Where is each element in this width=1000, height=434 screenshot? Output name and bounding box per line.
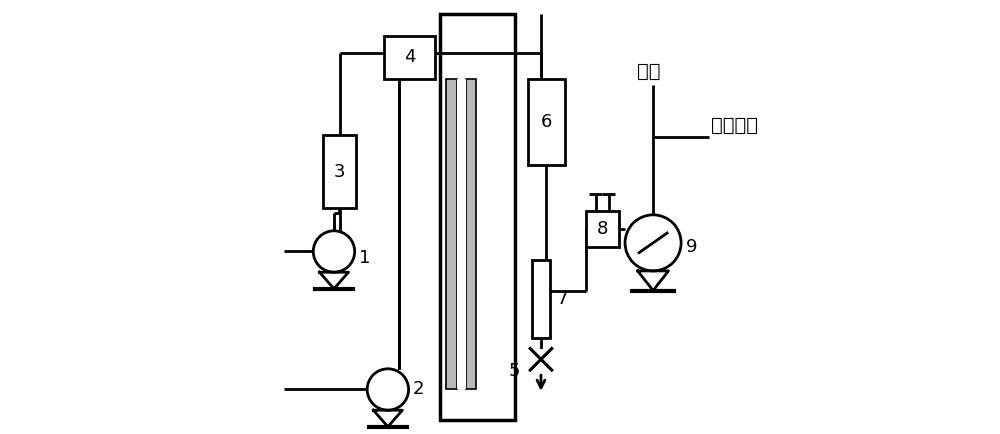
Bar	[532, 260, 550, 338]
Bar	[466, 79, 476, 389]
Text: 4: 4	[404, 49, 415, 66]
Text: 6: 6	[541, 113, 552, 131]
Text: 8: 8	[597, 220, 608, 238]
Text: 1: 1	[359, 249, 370, 267]
Bar	[440, 14, 515, 420]
Text: 3: 3	[334, 163, 345, 181]
Bar	[586, 210, 619, 247]
Bar	[446, 79, 457, 389]
Bar	[384, 36, 435, 79]
Bar	[530, 349, 552, 370]
Text: 放空: 放空	[637, 62, 661, 81]
Bar	[323, 135, 356, 208]
Text: 9: 9	[685, 238, 697, 256]
Text: 7: 7	[556, 290, 568, 308]
Text: 色谱分析: 色谱分析	[711, 116, 758, 135]
Bar	[457, 79, 466, 389]
Bar	[528, 79, 565, 165]
Text: 2: 2	[413, 381, 424, 398]
Text: 5: 5	[509, 362, 521, 380]
